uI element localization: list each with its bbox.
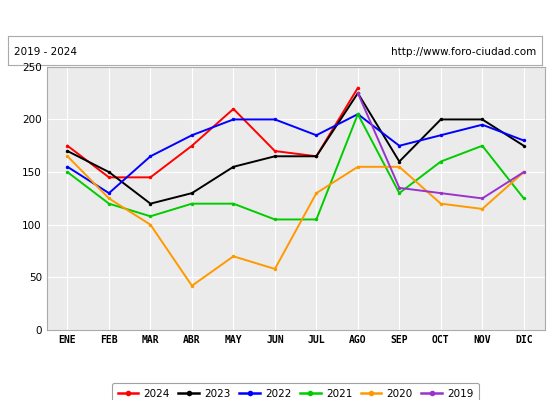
Text: Evolucion Nº Turistas Extranjeros en el municipio de Marmolejo: Evolucion Nº Turistas Extranjeros en el … [37, 12, 513, 24]
Text: 2019 - 2024: 2019 - 2024 [14, 47, 76, 57]
Legend: 2024, 2023, 2022, 2021, 2020, 2019: 2024, 2023, 2022, 2021, 2020, 2019 [112, 383, 479, 400]
Text: http://www.foro-ciudad.com: http://www.foro-ciudad.com [391, 47, 536, 57]
